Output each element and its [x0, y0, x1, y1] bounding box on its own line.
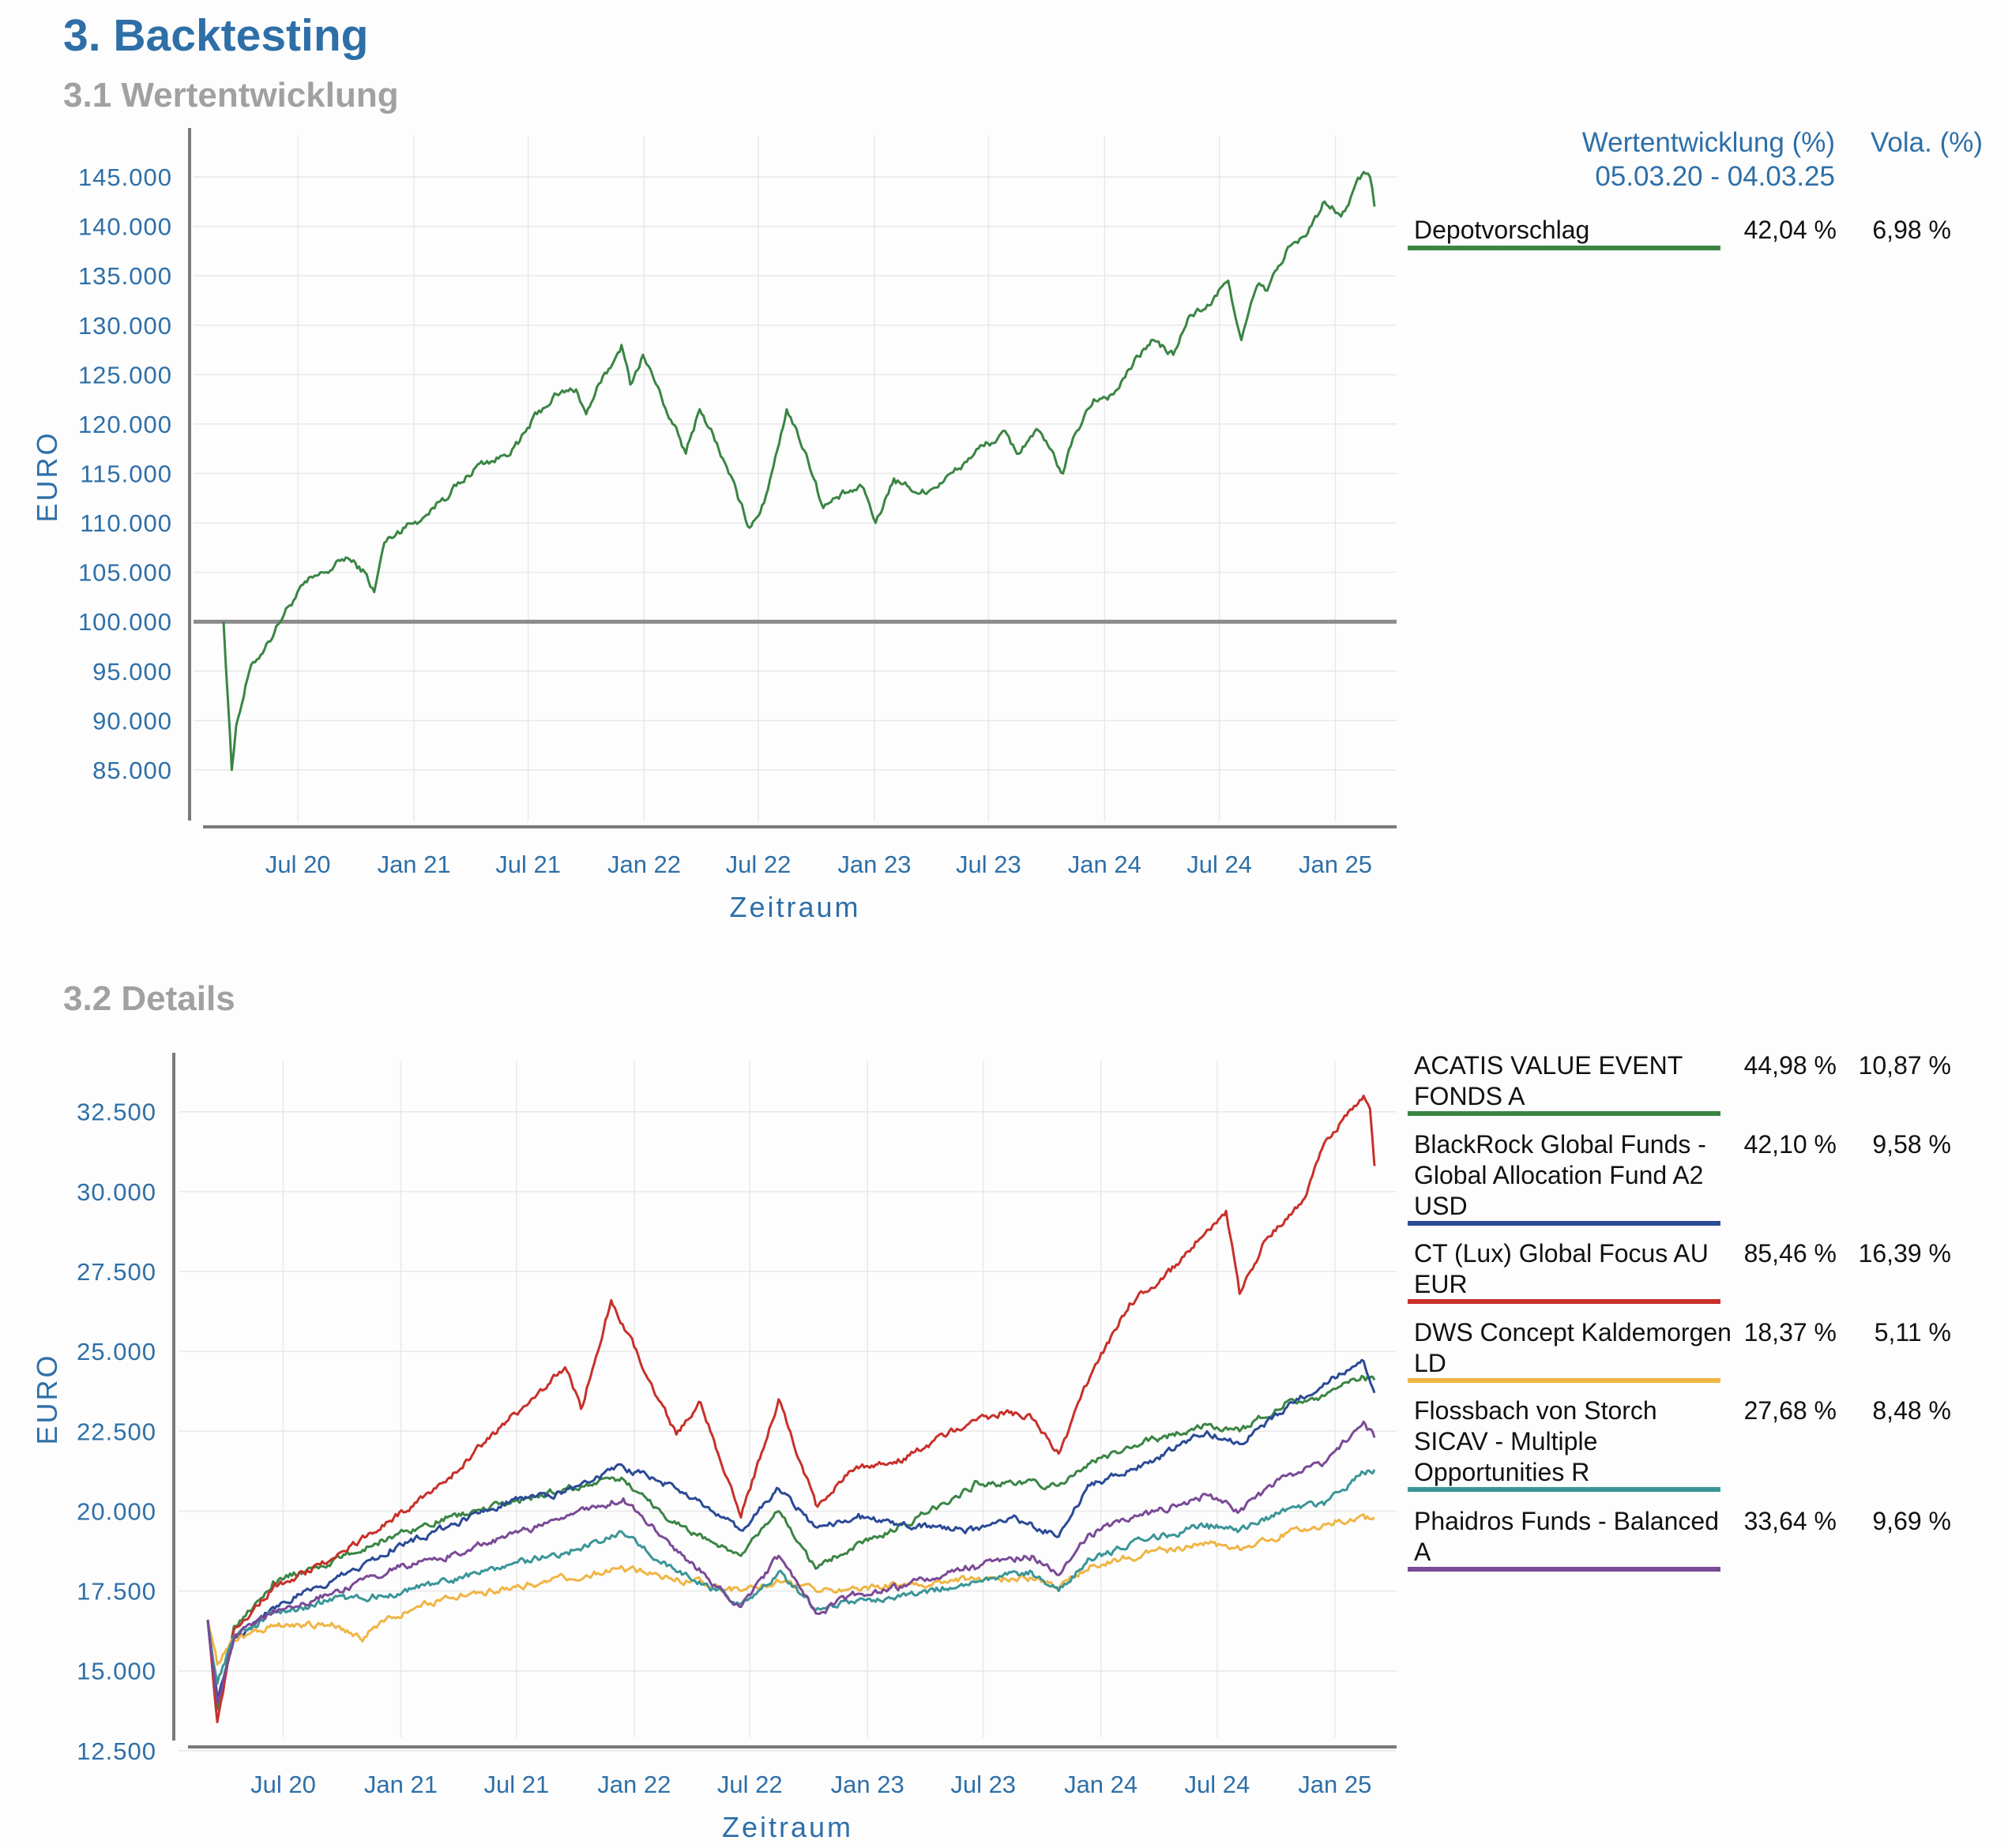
x-tick-label: Jan 24: [1068, 851, 1141, 878]
x-tick-label: Jan 23: [831, 1771, 904, 1798]
y-tick-label: 105.000: [78, 559, 172, 587]
legend-perf: 44,98 %: [1743, 1051, 1837, 1080]
series-line-2: [206, 1358, 1376, 1698]
x-tick-label: Jul 20: [265, 851, 331, 878]
legend-perf: 18,37 %: [1743, 1318, 1837, 1347]
x-tick-label: Jan 23: [837, 851, 911, 878]
legend-swatch: [1408, 246, 1720, 250]
x-tick-label: Jan 25: [1299, 851, 1372, 878]
legend-header-perf: Wertentwicklung (%): [1581, 127, 1835, 158]
y-tick-label: 27.500: [77, 1258, 156, 1286]
legend-swatch: [1408, 1487, 1720, 1492]
legend-swatch: [1408, 1567, 1720, 1572]
series-line-1: [206, 1374, 1376, 1711]
y-tick-label: 125.000: [78, 361, 172, 389]
x-tick-label: Jul 21: [495, 851, 561, 878]
x-axis-title: Zeitraum: [729, 891, 860, 923]
x-tick-label: Jan 22: [607, 851, 681, 878]
legend-perf: 33,64 %: [1743, 1507, 1837, 1535]
legend-swatch: [1408, 1111, 1720, 1116]
series-line-3: [206, 1095, 1376, 1723]
legend-name: DWS Concept Kaldemorgen LD: [1414, 1318, 1732, 1377]
x-tick-label: Jul 24: [1185, 1771, 1250, 1798]
x-tick-label: Jan 22: [597, 1771, 671, 1798]
legend-name: BlackRock Global Funds - Global Allocati…: [1414, 1130, 1706, 1220]
y-tick-label: 12.500: [77, 1737, 156, 1765]
chart-wertentwicklung: 85.000 90.000 95.000 100.000 105.000 110.000 1…: [31, 128, 1397, 923]
legend-vola: 5,11 %: [1874, 1318, 1951, 1347]
y-tick-label: 135.000: [78, 262, 172, 290]
legend-name: Depotvorschlag: [1414, 216, 1590, 244]
section-title-wertentwicklung: 3.1 Wertentwicklung: [63, 76, 399, 115]
x-tick-label: Jan 24: [1064, 1771, 1137, 1798]
y-tick-label: 100.000: [78, 608, 172, 636]
legend-vola: 9,58 %: [1872, 1130, 1951, 1159]
legend-name: Flossbach von Storch SICAV - Multiple Op…: [1414, 1396, 1657, 1486]
section-title-details: 3.2 Details: [63, 979, 235, 1018]
y-tick-label: 120.000: [78, 411, 172, 438]
y-tick-label: 32.500: [77, 1099, 156, 1126]
legend-name: Phaidros Funds - Balanced A: [1414, 1507, 1719, 1566]
legend-vola: 8,48 %: [1872, 1396, 1951, 1425]
y-tick-label: 130.000: [78, 312, 172, 340]
x-axis-title: Zeitraum: [722, 1811, 853, 1843]
legend-name: ACATIS VALUE EVENT FONDS A: [1414, 1051, 1683, 1110]
x-tick-label: Jul 24: [1186, 851, 1252, 878]
y-tick-label: 17.500: [77, 1578, 156, 1606]
legend-swatch: [1408, 1378, 1720, 1383]
page-title: 3. Backtesting: [63, 10, 369, 61]
x-tick-label: Jul 23: [956, 851, 1021, 878]
x-tick-label: Jul 21: [484, 1771, 550, 1798]
y-tick-label: 30.000: [77, 1178, 156, 1206]
y-tick-label: 115.000: [80, 460, 172, 488]
y-tick-label: 145.000: [78, 163, 172, 191]
legend-vola: 16,39 %: [1858, 1239, 1951, 1268]
y-tick-label: 22.500: [77, 1418, 156, 1445]
y-tick-label: 15.000: [77, 1658, 156, 1685]
x-tick-label: Jul 22: [726, 851, 792, 878]
legend-swatch: [1408, 1221, 1720, 1226]
x-tick-label: Jul 23: [950, 1771, 1016, 1798]
y-tick-label: 140.000: [78, 213, 172, 241]
y-tick-label: 85.000: [92, 757, 172, 784]
y-tick-label: 90.000: [92, 707, 172, 734]
series-line-4: [206, 1513, 1375, 1666]
x-tick-label: Jul 22: [717, 1771, 783, 1798]
series-line-1: [222, 171, 1376, 772]
legend-header-period: 05.03.20 - 04.03.25: [1595, 161, 1835, 192]
legend-header-vola: Vola. (%): [1871, 127, 1983, 158]
x-tick-label: Jan 21: [378, 851, 451, 878]
legend-vola: 6,98 %: [1872, 216, 1951, 244]
legend-name: CT (Lux) Global Focus AU EUR: [1414, 1239, 1709, 1298]
legend-perf: 27,68 %: [1743, 1396, 1837, 1425]
legend-vola: 10,87 %: [1858, 1051, 1951, 1080]
x-tick-label: Jan 21: [364, 1771, 438, 1798]
y-tick-label: 110.000: [80, 509, 172, 537]
y-axis-title: EURO: [31, 430, 63, 522]
series-line-6: [206, 1420, 1376, 1704]
y-tick-label: 95.000: [92, 658, 172, 685]
y-axis-title: EURO: [31, 1353, 63, 1444]
legend-perf: 85,46 %: [1743, 1239, 1837, 1268]
legend-perf: 42,10 %: [1743, 1130, 1837, 1159]
legend-perf: 42,04 %: [1743, 216, 1837, 244]
legend-swatch: [1408, 1299, 1720, 1304]
x-tick-label: Jan 25: [1298, 1771, 1371, 1798]
y-tick-label: 25.000: [77, 1338, 156, 1365]
y-tick-label: 20.000: [77, 1497, 156, 1525]
x-tick-label: Jul 20: [250, 1771, 316, 1798]
legend-vola: 9,69 %: [1872, 1507, 1951, 1535]
series-line-5: [206, 1469, 1376, 1685]
